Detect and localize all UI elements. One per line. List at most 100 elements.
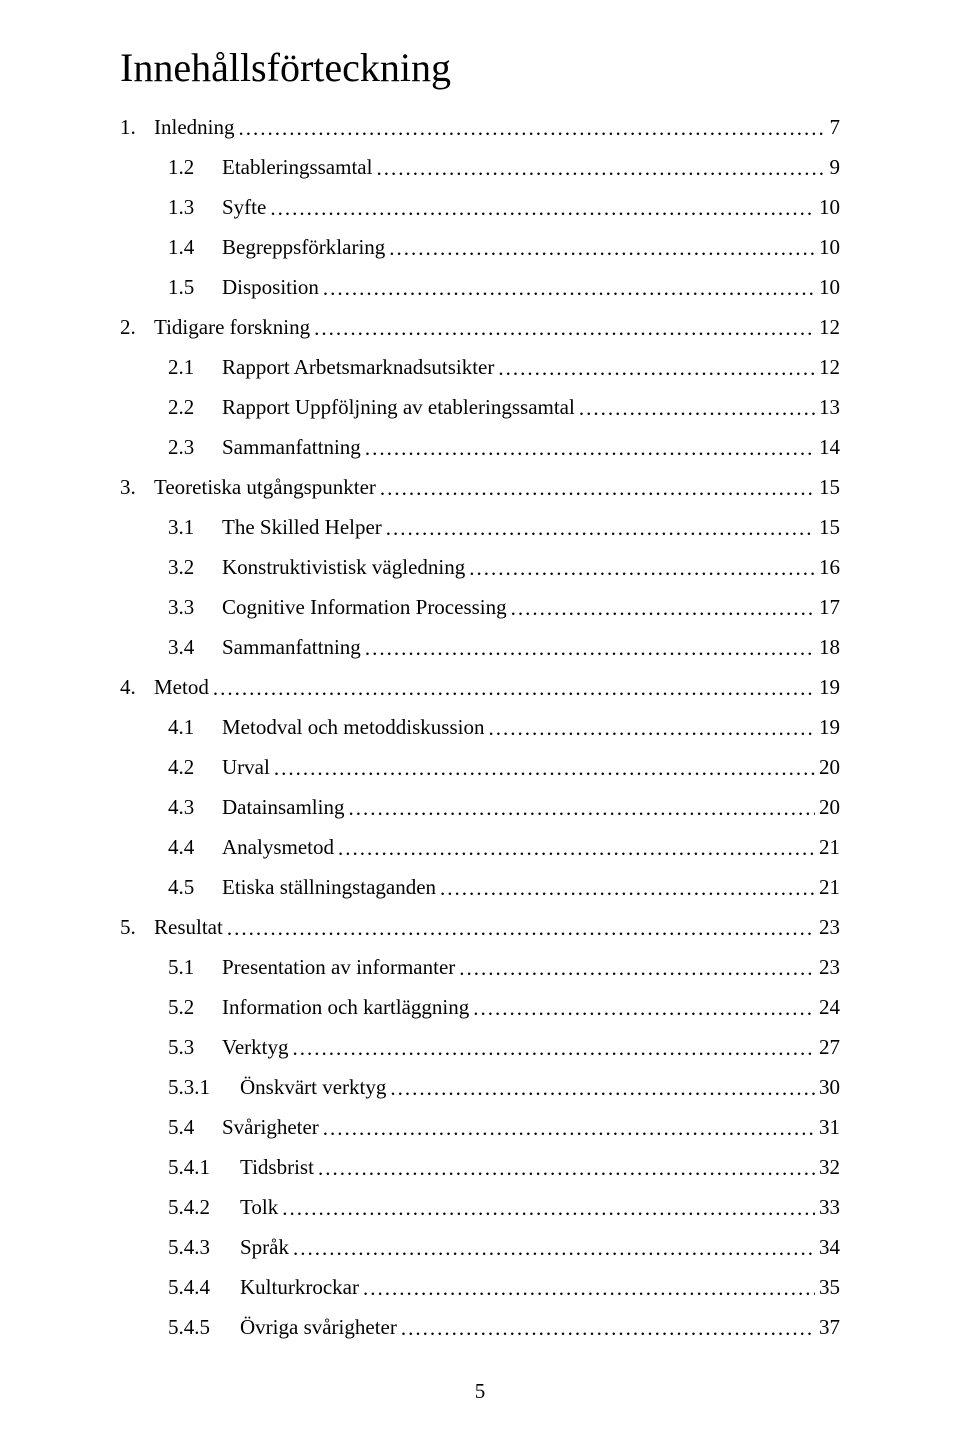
toc-entry-text: Teoretiska utgångspunkter bbox=[154, 475, 376, 500]
toc-entry: 5.Resultat 23 bbox=[120, 915, 840, 940]
toc-entry-number: 3.3 bbox=[168, 595, 222, 620]
toc-entry-page: 15 bbox=[815, 515, 840, 540]
toc-dots bbox=[385, 236, 815, 261]
toc-entry-page: 19 bbox=[815, 675, 840, 700]
toc-dots bbox=[372, 156, 825, 181]
toc-list: 1.Inledning71.2Etableringssamtal91.3Syft… bbox=[120, 115, 840, 1340]
toc-entry-text: Önskvärt verktyg bbox=[240, 1075, 386, 1100]
toc-entry: 3.Teoretiska utgångspunkter15 bbox=[120, 475, 840, 500]
toc-entry-number: 4.3 bbox=[168, 795, 222, 820]
toc-entry-number: 3.4 bbox=[168, 635, 222, 660]
toc-dots bbox=[270, 756, 815, 781]
toc-entry: 5.4.2Tolk33 bbox=[120, 1195, 840, 1220]
toc-entry: 4.Metod 19 bbox=[120, 675, 840, 700]
toc-dots bbox=[310, 316, 815, 341]
toc-entry-text: Information och kartläggning bbox=[222, 995, 469, 1020]
toc-dots bbox=[386, 1076, 815, 1101]
toc-entry-page: 16 bbox=[815, 555, 840, 580]
toc-entry-number: 2. bbox=[120, 315, 154, 340]
toc-entry-page: 7 bbox=[826, 115, 841, 140]
toc-entry: 1.5Disposition10 bbox=[120, 275, 840, 300]
toc-entry-number: 5.1 bbox=[168, 955, 222, 980]
toc-entry-number: 2.3 bbox=[168, 435, 222, 460]
toc-entry-page: 10 bbox=[815, 235, 840, 260]
toc-entry-text: Inledning bbox=[154, 115, 234, 140]
toc-dots bbox=[575, 396, 815, 421]
toc-entry-number: 1.3 bbox=[168, 195, 222, 220]
page-number: 5 bbox=[475, 1379, 486, 1404]
toc-entry-page: 34 bbox=[815, 1235, 840, 1260]
toc-entry-page: 33 bbox=[815, 1195, 840, 1220]
toc-entry-page: 9 bbox=[826, 155, 841, 180]
toc-entry-text: The Skilled Helper bbox=[222, 515, 382, 540]
toc-entry-text: Verktyg bbox=[222, 1035, 289, 1060]
toc-entry-text: Övriga svårigheter bbox=[240, 1315, 397, 1340]
toc-dots bbox=[359, 1276, 815, 1301]
toc-entry: 3.3Cognitive Information Processing 17 bbox=[120, 595, 840, 620]
toc-entry-number: 4.2 bbox=[168, 755, 222, 780]
toc-entry-text: Metod bbox=[154, 675, 209, 700]
toc-entry: 4.2Urval20 bbox=[120, 755, 840, 780]
toc-entry: 5.4.4Kulturkrockar35 bbox=[120, 1275, 840, 1300]
toc-entry-text: Tolk bbox=[240, 1195, 278, 1220]
toc-entry-number: 1.5 bbox=[168, 275, 222, 300]
toc-entry-text: Etableringssamtal bbox=[222, 155, 372, 180]
toc-entry-page: 21 bbox=[815, 875, 840, 900]
toc-entry-number: 1.2 bbox=[168, 155, 222, 180]
toc-entry: 5.3Verktyg27 bbox=[120, 1035, 840, 1060]
toc-entry-page: 12 bbox=[815, 315, 840, 340]
toc-entry: 5.4.3Språk34 bbox=[120, 1235, 840, 1260]
toc-entry-text: Syfte bbox=[222, 195, 266, 220]
toc-entry-number: 5.3 bbox=[168, 1035, 222, 1060]
toc-title: Innehållsförteckning bbox=[120, 44, 840, 91]
toc-dots bbox=[278, 1196, 815, 1221]
toc-entry: 1.4Begreppsförklaring 10 bbox=[120, 235, 840, 260]
toc-entry-text: Tidsbrist bbox=[240, 1155, 314, 1180]
toc-entry-page: 23 bbox=[815, 955, 840, 980]
toc-entry-page: 37 bbox=[815, 1315, 840, 1340]
toc-entry-text: Presentation av informanter bbox=[222, 955, 455, 980]
toc-dots bbox=[465, 556, 815, 581]
toc-dots bbox=[334, 836, 815, 861]
toc-entry-text: Datainsamling bbox=[222, 795, 344, 820]
toc-entry-page: 20 bbox=[815, 795, 840, 820]
toc-entry-number: 1.4 bbox=[168, 235, 222, 260]
toc-entry: 4.3Datainsamling 20 bbox=[120, 795, 840, 820]
toc-entry-number: 5. bbox=[120, 915, 154, 940]
toc-entry-number: 5.2 bbox=[168, 995, 222, 1020]
toc-entry-number: 4.5 bbox=[168, 875, 222, 900]
toc-entry-number: 3.2 bbox=[168, 555, 222, 580]
toc-entry-page: 24 bbox=[815, 995, 840, 1020]
toc-entry-number: 5.4.3 bbox=[168, 1235, 240, 1260]
toc-entry-page: 17 bbox=[815, 595, 840, 620]
toc-entry: 1.2Etableringssamtal 9 bbox=[120, 155, 840, 180]
toc-entry-page: 30 bbox=[815, 1075, 840, 1100]
toc-entry: 5.1Presentation av informanter 23 bbox=[120, 955, 840, 980]
toc-entry-page: 23 bbox=[815, 915, 840, 940]
toc-entry-page: 20 bbox=[815, 755, 840, 780]
toc-entry-text: Resultat bbox=[154, 915, 223, 940]
toc-entry: 4.1Metodval och metoddiskussion19 bbox=[120, 715, 840, 740]
toc-dots bbox=[484, 716, 815, 741]
toc-entry-text: Begreppsförklaring bbox=[222, 235, 385, 260]
toc-entry-page: 21 bbox=[815, 835, 840, 860]
toc-entry-page: 15 bbox=[815, 475, 840, 500]
toc-dots bbox=[469, 996, 815, 1021]
toc-dots bbox=[382, 516, 815, 541]
toc-entry-page: 12 bbox=[815, 355, 840, 380]
toc-entry-text: Tidigare forskning bbox=[154, 315, 310, 340]
toc-dots bbox=[376, 476, 815, 501]
toc-dots bbox=[455, 956, 815, 981]
toc-dots bbox=[289, 1236, 815, 1261]
toc-entry-number: 5.3.1 bbox=[168, 1075, 240, 1100]
toc-entry-text: Sammanfattning bbox=[222, 435, 361, 460]
toc-entry-text: Cognitive Information Processing bbox=[222, 595, 507, 620]
toc-entry-text: Kulturkrockar bbox=[240, 1275, 359, 1300]
toc-entry: 2.2Rapport Uppföljning av etableringssam… bbox=[120, 395, 840, 420]
toc-entry-number: 4. bbox=[120, 675, 154, 700]
toc-entry-number: 5.4.5 bbox=[168, 1315, 240, 1340]
toc-dots bbox=[344, 796, 815, 821]
toc-entry-text: Rapport Arbetsmarknadsutsikter bbox=[222, 355, 494, 380]
toc-entry: 3.2Konstruktivistisk vägledning16 bbox=[120, 555, 840, 580]
toc-entry-number: 3.1 bbox=[168, 515, 222, 540]
